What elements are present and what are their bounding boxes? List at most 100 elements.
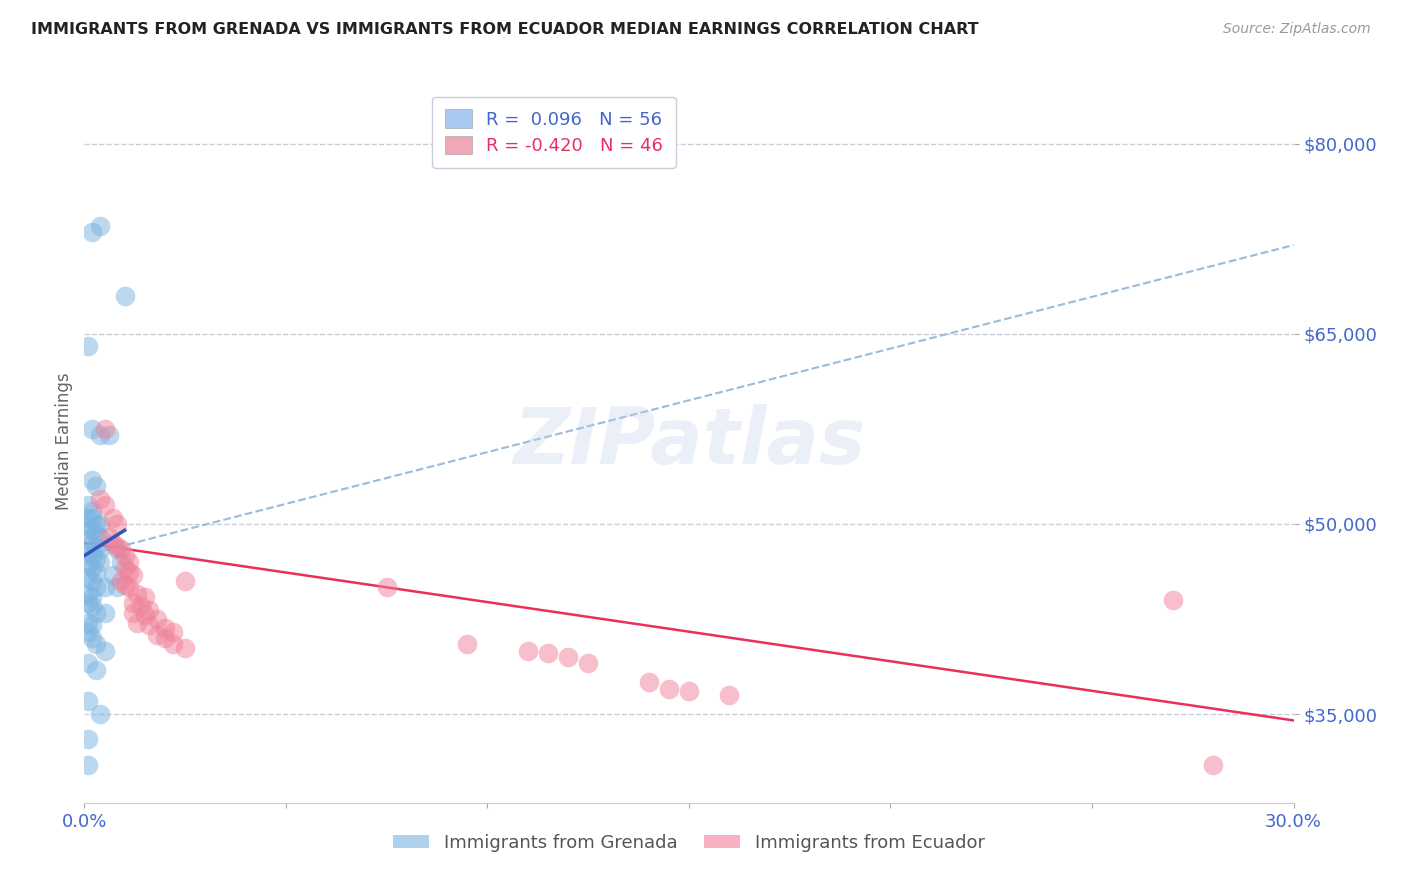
Point	[174, 574, 197, 588]
Y-axis label: Median Earnings: Median Earnings	[55, 373, 73, 510]
Point	[114, 561, 136, 575]
Point	[89, 707, 111, 722]
Text: ZIPatlas: ZIPatlas	[513, 403, 865, 480]
Point	[86, 637, 108, 651]
Point	[77, 570, 100, 584]
Point	[101, 567, 124, 582]
Point	[82, 591, 104, 605]
Point	[82, 599, 104, 614]
Point	[89, 542, 111, 557]
Point	[105, 542, 128, 557]
Point	[110, 555, 132, 569]
Point	[82, 536, 104, 550]
Point	[118, 565, 141, 579]
Point	[162, 624, 184, 639]
Point	[129, 599, 152, 614]
Point	[86, 516, 108, 531]
Point	[93, 422, 115, 436]
Point	[82, 561, 104, 575]
Point	[174, 641, 197, 656]
Point	[97, 530, 120, 544]
Point	[125, 587, 148, 601]
Text: IMMIGRANTS FROM GRENADA VS IMMIGRANTS FROM ECUADOR MEDIAN EARNINGS CORRELATION C: IMMIGRANTS FROM GRENADA VS IMMIGRANTS FR…	[31, 22, 979, 37]
Point	[121, 567, 143, 582]
Point	[77, 615, 100, 630]
Point	[86, 479, 108, 493]
Point	[162, 637, 184, 651]
Point	[110, 542, 132, 557]
Point	[89, 530, 111, 544]
Point	[114, 289, 136, 303]
Point	[146, 628, 169, 642]
Point	[93, 643, 115, 657]
Point	[86, 606, 108, 620]
Point	[114, 578, 136, 592]
Point	[105, 516, 128, 531]
Point	[121, 595, 143, 609]
Point	[153, 621, 176, 635]
Point	[146, 612, 169, 626]
Point	[1202, 757, 1225, 772]
Point	[1161, 593, 1184, 607]
Point	[77, 545, 100, 559]
Point	[89, 219, 111, 233]
Point	[89, 555, 111, 569]
Point	[121, 606, 143, 620]
Point	[82, 618, 104, 632]
Point	[93, 606, 115, 620]
Point	[134, 608, 156, 623]
Point	[153, 631, 176, 645]
Point	[93, 498, 115, 512]
Point	[89, 491, 111, 506]
Point	[718, 688, 741, 702]
Point	[110, 574, 132, 588]
Point	[77, 694, 100, 708]
Point	[658, 681, 681, 696]
Point	[82, 473, 104, 487]
Point	[86, 580, 108, 594]
Point	[77, 624, 100, 639]
Point	[138, 618, 160, 632]
Point	[101, 536, 124, 550]
Point	[77, 558, 100, 572]
Point	[97, 428, 120, 442]
Point	[82, 226, 104, 240]
Point	[105, 540, 128, 554]
Point	[86, 540, 108, 554]
Point	[86, 527, 108, 541]
Point	[537, 646, 560, 660]
Point	[678, 684, 700, 698]
Point	[118, 580, 141, 594]
Point	[456, 637, 478, 651]
Legend: Immigrants from Grenada, Immigrants from Ecuador: Immigrants from Grenada, Immigrants from…	[385, 826, 993, 859]
Point	[77, 510, 100, 524]
Point	[82, 504, 104, 518]
Point	[77, 757, 100, 772]
Point	[375, 580, 398, 594]
Point	[637, 675, 659, 690]
Point	[114, 549, 136, 563]
Point	[134, 591, 156, 605]
Text: Source: ZipAtlas.com: Source: ZipAtlas.com	[1223, 22, 1371, 37]
Point	[82, 631, 104, 645]
Point	[125, 615, 148, 630]
Point	[77, 339, 100, 353]
Point	[77, 532, 100, 546]
Point	[82, 549, 104, 563]
Point	[576, 657, 599, 671]
Point	[77, 587, 100, 601]
Point	[516, 643, 538, 657]
Point	[557, 650, 579, 665]
Point	[77, 595, 100, 609]
Point	[82, 422, 104, 436]
Point	[118, 555, 141, 569]
Point	[101, 510, 124, 524]
Point	[77, 519, 100, 533]
Point	[77, 657, 100, 671]
Point	[77, 732, 100, 747]
Point	[105, 580, 128, 594]
Point	[138, 603, 160, 617]
Point	[89, 516, 111, 531]
Point	[89, 428, 111, 442]
Point	[93, 580, 115, 594]
